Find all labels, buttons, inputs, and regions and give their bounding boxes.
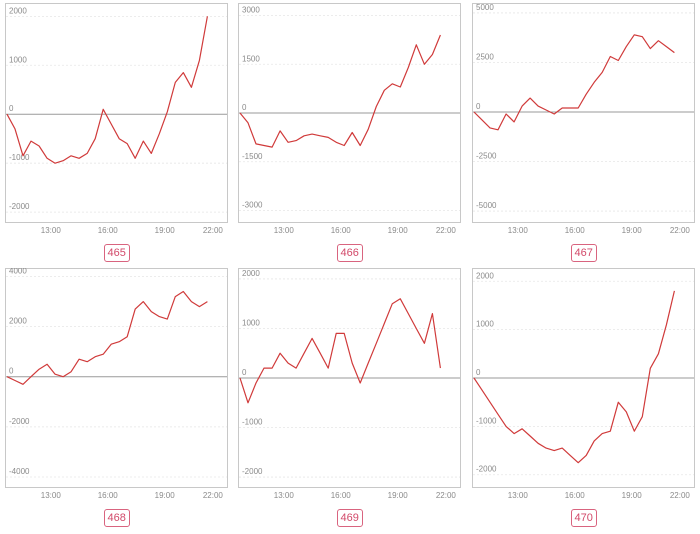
y-tick-label: 0 <box>9 367 14 376</box>
chart-466: -3000 -1500 0 1500 3000 13:00 16:00 19:00 22:00 <box>238 3 461 235</box>
x-tick-label: 19:00 <box>622 226 643 235</box>
chart-panel-465: -2000 -1000 0 1000 2000 13:00 16:00 19:00 22:00 4… <box>5 3 228 265</box>
y-tick-label: 1000 <box>476 320 494 329</box>
chart-panel-470: -2000 -1000 0 1000 2000 13:00 16:00 19:00 22:00 4… <box>472 268 695 530</box>
y-tick-label: -1000 <box>476 416 497 425</box>
x-tick-label: 22:00 <box>670 491 691 500</box>
y-tick-label: 5000 <box>476 3 494 12</box>
x-tick-label: 16:00 <box>331 491 352 500</box>
x-tick-label: 13:00 <box>508 491 529 500</box>
chart-470: -2000 -1000 0 1000 2000 13:00 16:00 19:00 22:00 <box>472 268 695 500</box>
chart-469: -2000 -1000 0 1000 2000 13:00 16:00 19:00 22:00 <box>238 268 461 500</box>
y-tick-label: 2000 <box>9 317 27 326</box>
y-tick-label: -2500 <box>476 152 497 161</box>
x-tick-label: 13:00 <box>274 491 295 500</box>
y-tick-label: 0 <box>242 368 247 377</box>
y-tick-label: -5000 <box>476 201 497 210</box>
chart-468: -4000 -2000 0 2000 4000 13:00 16:00 19:00 22:00 <box>5 268 228 500</box>
y-tick-label: 2000 <box>242 269 260 278</box>
chart-467: -5000 -2500 0 2500 5000 13:00 16:00 19:00 22:00 <box>472 3 695 235</box>
y-tick-label: 0 <box>242 103 247 112</box>
y-tick-label: -2000 <box>9 202 30 211</box>
x-tick-label: 13:00 <box>274 226 295 235</box>
y-tick-label: 2000 <box>476 271 494 280</box>
x-tick-label: 22:00 <box>436 226 457 235</box>
y-tick-label: 3000 <box>242 6 260 15</box>
y-tick-label: 2500 <box>476 52 494 61</box>
x-tick-label: 13:00 <box>41 491 62 500</box>
chart-panel-468: -4000 -2000 0 2000 4000 13:00 16:00 19:00 22:00 4… <box>5 268 228 530</box>
x-tick-label: 13:00 <box>41 226 62 235</box>
plot-frame <box>5 3 228 223</box>
y-tick-label: 0 <box>476 102 481 111</box>
y-tick-label: -2000 <box>9 417 30 426</box>
chart-panel-466: -3000 -1500 0 1500 3000 13:00 16:00 19:00 22:00 4… <box>238 3 461 265</box>
y-tick-label: 2000 <box>9 6 27 15</box>
x-tick-label: 19:00 <box>622 491 643 500</box>
series-line <box>473 34 675 131</box>
x-tick-label: 16:00 <box>98 226 119 235</box>
chart-id-badge[interactable]: 467 <box>570 244 597 262</box>
chart-id-badge[interactable]: 465 <box>103 244 130 262</box>
y-tick-label: 4000 <box>9 268 27 276</box>
plot-frame <box>5 268 228 488</box>
x-tick-label: 19:00 <box>155 491 176 500</box>
y-tick-label: 1000 <box>9 55 27 64</box>
chart-panel-469: -2000 -1000 0 1000 2000 13:00 16:00 19:00 22:00 4… <box>238 268 461 530</box>
y-tick-label: 1000 <box>242 318 260 327</box>
y-tick-label: -4000 <box>9 467 30 476</box>
series-line <box>6 290 208 385</box>
y-tick-label: -1000 <box>242 418 263 427</box>
x-tick-label: 22:00 <box>670 226 691 235</box>
y-tick-label: -2000 <box>476 465 497 474</box>
x-tick-label: 16:00 <box>565 491 586 500</box>
y-tick-label: 0 <box>9 104 14 113</box>
x-tick-label: 16:00 <box>331 226 352 235</box>
chart-id-badge[interactable]: 470 <box>570 509 597 527</box>
x-tick-label: 19:00 <box>388 226 409 235</box>
x-tick-label: 13:00 <box>508 226 529 235</box>
chart-id-badge[interactable]: 466 <box>336 244 363 262</box>
chart-panel-467: -5000 -2500 0 2500 5000 13:00 16:00 19:00 22:00 4… <box>472 3 695 265</box>
x-tick-label: 22:00 <box>436 491 457 500</box>
y-tick-label: -1000 <box>9 153 30 162</box>
x-tick-label: 19:00 <box>155 226 176 235</box>
y-tick-label: 1500 <box>242 54 260 63</box>
y-tick-label: -2000 <box>242 467 263 476</box>
chart-id-badge[interactable]: 468 <box>103 509 130 527</box>
y-tick-label: 0 <box>476 368 481 377</box>
x-tick-label: 19:00 <box>388 491 409 500</box>
x-tick-label: 22:00 <box>203 226 224 235</box>
chart-id-badge[interactable]: 469 <box>336 509 363 527</box>
series-line <box>239 34 441 148</box>
series-line <box>473 290 675 464</box>
series-line <box>239 298 441 404</box>
x-tick-label: 22:00 <box>203 491 224 500</box>
y-tick-label: -3000 <box>242 201 263 210</box>
chart-465: -2000 -1000 0 1000 2000 13:00 16:00 19:00 22:00 <box>5 3 228 235</box>
x-tick-label: 16:00 <box>98 491 119 500</box>
plot-frame <box>472 3 695 223</box>
series-line <box>6 16 208 164</box>
x-tick-label: 16:00 <box>565 226 586 235</box>
y-tick-label: -1500 <box>242 152 263 161</box>
